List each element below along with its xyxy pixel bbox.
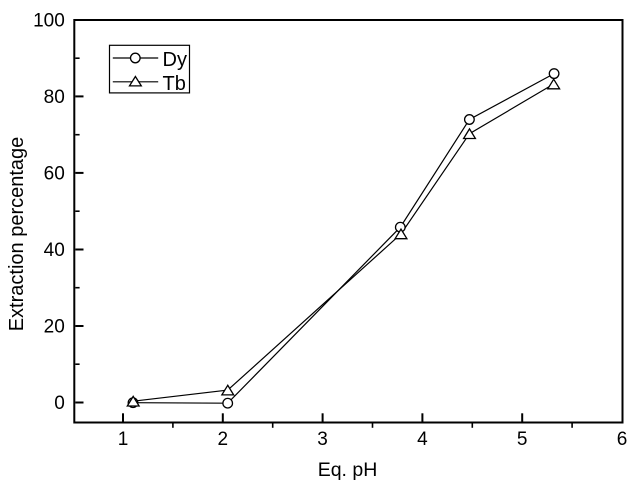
svg-text:Eq. pH: Eq. pH [318,459,378,481]
svg-text:Dy: Dy [163,49,187,71]
svg-text:Tb: Tb [163,73,186,95]
svg-text:80: 80 [44,87,65,108]
svg-text:0: 0 [54,393,65,414]
svg-text:60: 60 [44,164,65,185]
svg-text:6: 6 [617,429,628,450]
svg-text:1: 1 [118,429,129,450]
svg-text:40: 40 [44,240,65,261]
svg-text:Extraction percentage: Extraction percentage [6,137,28,332]
svg-text:2: 2 [218,429,229,450]
svg-text:100: 100 [33,11,65,32]
svg-text:4: 4 [417,429,428,450]
svg-text:3: 3 [317,429,328,450]
svg-text:20: 20 [44,317,65,338]
svg-text:5: 5 [517,429,528,450]
